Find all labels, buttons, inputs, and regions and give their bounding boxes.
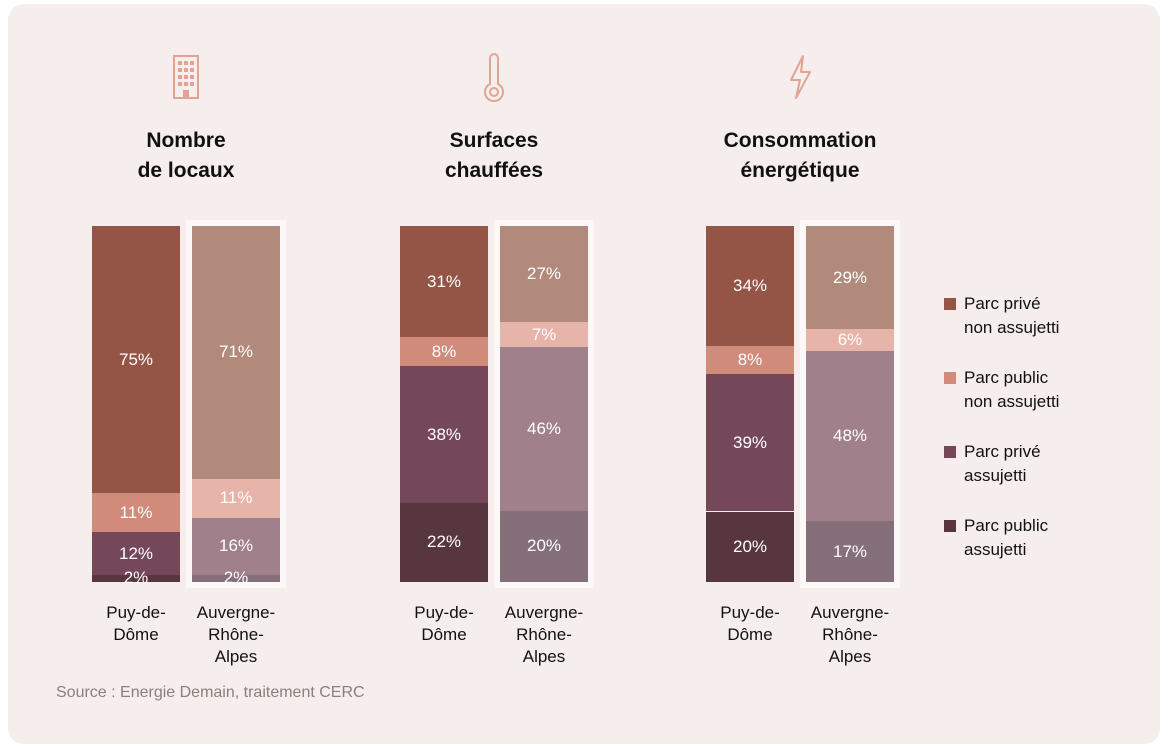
legend-label: Parc privé assujetti [964, 442, 1041, 485]
data-label: 16% [218, 536, 254, 556]
data-label: 29% [832, 267, 868, 287]
data-label: 46% [526, 418, 562, 438]
bar-segment [806, 521, 894, 582]
data-label: 20% [732, 536, 768, 556]
bar-segment [92, 493, 180, 533]
x-tick-label: Puy-de- Dôme [720, 603, 780, 644]
bar-segment [92, 226, 180, 493]
legend-label: Parc privé non assujetti [964, 294, 1060, 337]
legend-swatch [944, 372, 956, 384]
bar-segment [400, 226, 488, 338]
data-label: 27% [526, 264, 562, 284]
bar-segment [400, 337, 488, 367]
bar-segment [500, 322, 588, 348]
x-tick-label: Puy-de- Dôme [414, 603, 474, 644]
data-label: 48% [832, 426, 868, 446]
bar-segment [706, 226, 794, 346]
data-label: 8% [737, 349, 763, 369]
stacked-bar: 29% 6% 48% 17% [806, 226, 894, 582]
bar-segment [706, 511, 794, 582]
bar-segment [192, 517, 280, 575]
data-label: 20% [526, 536, 562, 556]
source-note: Source : Energie Demain, traitement CERC [56, 684, 365, 701]
bar-segment [806, 226, 894, 330]
panel-title: Surfaces chauffées [444, 129, 544, 182]
data-label: 71% [218, 342, 254, 362]
legend-label: Parc public non assujetti [964, 368, 1060, 411]
legend-swatch [944, 298, 956, 310]
data-label: 39% [732, 432, 768, 452]
bar-segment [192, 226, 280, 479]
bar-segment [806, 350, 894, 522]
data-label: 75% [118, 349, 154, 369]
bar-segment [400, 502, 488, 582]
data-label: 2% [223, 568, 249, 588]
bar-segment [400, 366, 488, 503]
data-label: 11% [119, 502, 153, 522]
bar-segment [192, 574, 280, 582]
data-label: 6% [837, 329, 863, 349]
building-icon [173, 55, 199, 99]
data-label: 17% [832, 541, 868, 561]
data-label: 38% [426, 424, 462, 444]
legend-label: Parc public assujetti [964, 516, 1049, 559]
stacked-bar: 34% 8% 39% 20% [706, 226, 794, 582]
data-label: 11% [219, 488, 253, 508]
data-label: 22% [426, 532, 462, 552]
thermometer-icon [484, 53, 504, 103]
x-tick-label: Auvergne- Rhône- Alpes [196, 603, 276, 666]
stacked-bar: 71% 11% 16% 2% [192, 226, 280, 587]
data-label: 8% [431, 341, 457, 361]
x-tick-label: Puy-de- Dôme [106, 603, 166, 644]
bar-segment [92, 532, 180, 575]
bar-segment [500, 226, 588, 323]
stacked-bar: 31% 8% 38% 22% [400, 226, 488, 582]
x-tick-label: Auvergne- Rhône- Alpes [504, 603, 584, 666]
stacked-bar: 27% 7% 46% 20% [500, 226, 588, 582]
bar-segment [706, 345, 794, 375]
bar-segment [706, 374, 794, 512]
bar-segment [192, 478, 280, 518]
legend-swatch [944, 520, 956, 532]
bar-segment [806, 329, 894, 351]
bar-segment [500, 347, 588, 511]
panel-title: Nombre de locaux [137, 129, 235, 182]
data-label: 2% [123, 568, 149, 588]
stacked-bar: 75% 11% 12% 2% [92, 226, 180, 587]
data-label: 31% [426, 271, 462, 291]
x-tick-label: Auvergne- Rhône- Alpes [810, 603, 890, 666]
lightning-icon [790, 55, 811, 99]
legend-swatch [944, 446, 956, 458]
bar-segment [500, 510, 588, 582]
panel-title: Consommation énergétique [723, 129, 877, 182]
data-label: 7% [531, 324, 557, 344]
data-label: 12% [118, 543, 154, 563]
bar-segment [92, 574, 180, 582]
data-label: 34% [732, 275, 768, 295]
